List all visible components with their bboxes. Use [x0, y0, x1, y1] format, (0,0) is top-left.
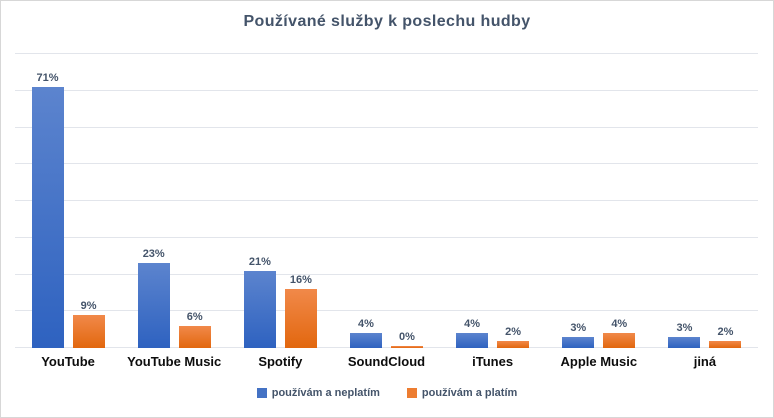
data-label: 0% — [399, 331, 415, 343]
legend: používám a neplatím používám a platím — [1, 387, 773, 399]
category-label-youtube: YouTube — [41, 354, 95, 369]
gridline-70 — [15, 89, 758, 91]
category-label-youtube-music: YouTube Music — [127, 354, 222, 369]
data-label: 16% — [289, 274, 312, 286]
data-label: 71% — [36, 72, 59, 84]
data-label: 3% — [676, 322, 693, 334]
bar-column-itunes-používám-a-neplatím: 4% — [456, 318, 489, 348]
bar — [178, 326, 211, 348]
data-label: 4% — [464, 318, 481, 330]
bar-groups: 71% 9% 23% 6% 21% 16% 4% 0% 4% 2% 3% 4% 3% 2% — [15, 54, 758, 348]
bar-column-youtube-music-používám-a-platím: 6% — [178, 311, 211, 348]
gridline-20 — [15, 273, 758, 275]
data-label: 6% — [186, 311, 203, 323]
data-label: 4% — [358, 318, 374, 330]
bar-column-soundcloud-používám-a-neplatím: 4% — [349, 318, 382, 348]
data-label: 4% — [611, 318, 628, 330]
bar-column-spotify-používám-a-neplatím: 21% — [243, 256, 276, 348]
category-label-apple-music: Apple Music — [560, 354, 638, 369]
gridline-10 — [15, 310, 758, 312]
gridline-0 — [15, 347, 758, 348]
bar-column-apple-music-používám-a-neplatím: 3% — [562, 322, 595, 348]
bar — [603, 333, 636, 348]
bar-column-apple-music-používám-a-platím: 4% — [603, 318, 636, 348]
bar-group-spotify: 21% 16% — [227, 54, 333, 348]
gridline-30 — [15, 236, 758, 238]
data-label: 3% — [570, 322, 587, 334]
bar-group-jiná: 3% 2% — [652, 54, 758, 348]
data-label: 23% — [142, 248, 165, 260]
bar — [284, 289, 317, 348]
bar-column-jiná-používám-a-neplatím: 3% — [668, 322, 701, 348]
bar-column-youtube-používám-a-neplatím: 71% — [31, 72, 64, 348]
bar — [562, 337, 595, 348]
gridline-50 — [15, 163, 758, 165]
bar-column-soundcloud-používám-a-platím: 0% — [390, 331, 423, 348]
bar-group-soundcloud: 4% 0% — [333, 54, 439, 348]
bar — [243, 271, 276, 348]
bar-group-youtube-music: 23% 6% — [121, 54, 227, 348]
bar-group-itunes: 4% 2% — [440, 54, 546, 348]
bar-column-spotify-používám-a-platím: 16% — [284, 274, 317, 348]
bar-group-apple-music: 3% 4% — [546, 54, 652, 348]
data-label: 2% — [505, 326, 522, 338]
bar — [31, 87, 64, 348]
gridline-60 — [15, 126, 758, 128]
bar-column-jiná-používám-a-platím: 2% — [709, 326, 742, 348]
legend-swatch-icon — [256, 388, 267, 398]
bar — [456, 333, 489, 348]
category-label-jiná: jiná — [693, 354, 717, 369]
bar — [137, 263, 170, 348]
bar-group-youtube: 71% 9% — [15, 54, 121, 348]
gridline-40 — [15, 200, 758, 201]
bar — [72, 315, 105, 348]
bar-column-youtube-music-používám-a-neplatím: 23% — [137, 248, 170, 348]
category-label-soundcloud: SoundCloud — [347, 354, 426, 369]
bar — [709, 341, 742, 348]
category-label-spotify: Spotify — [258, 354, 303, 369]
bar-column-youtube-používám-a-platím: 9% — [72, 300, 105, 348]
bar-column-itunes-používám-a-platím: 2% — [497, 326, 530, 348]
data-label: 2% — [717, 326, 734, 338]
category-label-itunes: iTunes — [472, 354, 514, 369]
legend-label: používám a platím — [421, 387, 518, 399]
legend-label: používám a neplatím — [271, 387, 380, 399]
bar — [668, 337, 701, 348]
data-label: 21% — [248, 256, 271, 268]
legend-entry-používám-a-platím: používám a platím — [406, 387, 518, 399]
chart-title: Používané služby k poslechu hudby — [243, 13, 531, 30]
data-label: 9% — [80, 300, 97, 312]
category-row: YouTube YouTube Music Spotify SoundCloud iTu… — [15, 354, 758, 369]
legend-swatch-icon — [406, 388, 417, 398]
bar — [497, 341, 530, 348]
bar — [390, 346, 423, 348]
plot-area: 71% 9% 23% 6% 21% 16% 4% 0% 4% 2% 3% 4% 3% 2% — [15, 53, 758, 348]
gridline-80 — [15, 53, 758, 54]
bar — [349, 333, 382, 348]
legend-entry-používám-a-neplatím: používám a neplatím — [256, 387, 380, 399]
